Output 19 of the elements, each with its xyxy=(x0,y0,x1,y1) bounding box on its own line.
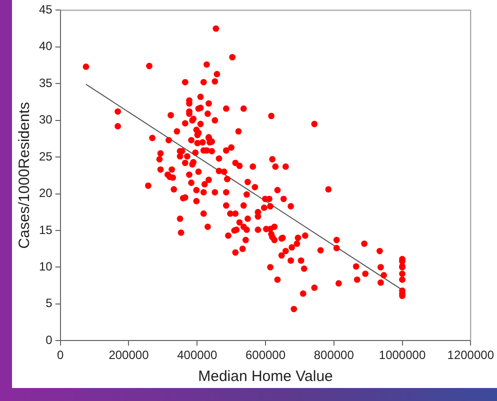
x-tick-label: 0 xyxy=(57,348,64,362)
y-tick-label: 45 xyxy=(38,2,53,17)
x-axis-title: Median Home Value xyxy=(198,368,333,386)
x-tick-label: 400000 xyxy=(177,348,218,362)
y-tick-label: 5 xyxy=(46,296,53,310)
x-tick-label: 1000000 xyxy=(378,348,426,362)
y-tick-label: 20 xyxy=(38,186,53,200)
x-tick-label: 1200000 xyxy=(447,348,494,362)
x-tick-label: 600000 xyxy=(245,348,286,362)
x-tick-label: 200000 xyxy=(108,348,150,362)
y-tick-label: 30 xyxy=(38,112,53,127)
y-tick-label: 40 xyxy=(38,39,53,54)
y-tick-label: 15 xyxy=(38,222,53,237)
x-tick-label: 800000 xyxy=(314,348,354,362)
y-tick-label: 35 xyxy=(38,76,53,90)
y-tick-label: 0 xyxy=(46,332,53,347)
y-tick-label: 25 xyxy=(38,149,53,164)
y-axis-title: Cases/1000Residents xyxy=(16,102,34,249)
y-tick-label: 10 xyxy=(38,259,53,274)
